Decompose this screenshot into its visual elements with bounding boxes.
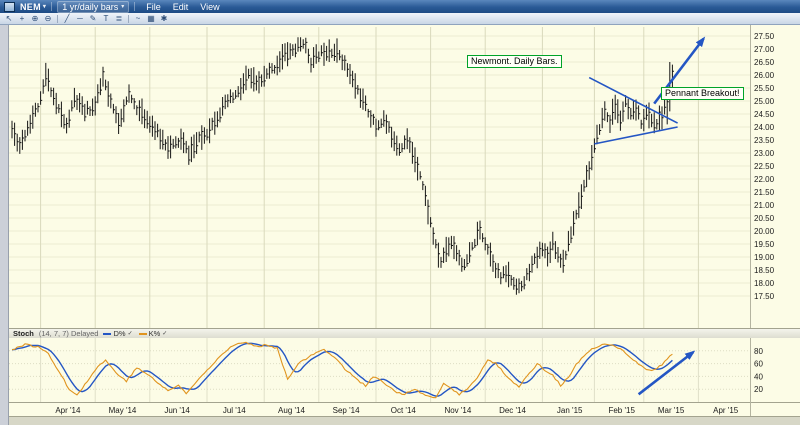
- ticker-label: NEM: [20, 1, 41, 12]
- stoch-title: Stoch: [13, 329, 34, 338]
- price-axis-label: 21.50: [754, 188, 775, 197]
- chart-svg: 27.50 27.00 26.50 26.00 25.50 25.00 24.50 24.00…: [9, 25, 800, 416]
- price-axis-label: 17.50: [754, 292, 775, 301]
- timeframe-label: 1 yr/daily bars: [62, 1, 119, 12]
- price-axis-label: 25.50: [754, 84, 775, 93]
- price-axis-label: 25.00: [754, 97, 775, 106]
- price-axis-label: 27.00: [754, 45, 775, 54]
- x-axis-label: Aug '14: [278, 406, 305, 415]
- price-axis-label: 24.00: [754, 123, 775, 132]
- price-axis-label: 27.50: [754, 32, 775, 41]
- stoch-d-line: [11, 342, 673, 397]
- stoch-up-arrow[interactable]: [637, 350, 696, 396]
- legend-Dpct[interactable]: D% ✓: [103, 329, 133, 338]
- price-axis-label: 21.00: [754, 201, 775, 210]
- price-axis-label: 18.50: [754, 266, 775, 275]
- text-tool-icon[interactable]: T: [103, 13, 109, 23]
- x-axis-label: Nov '14: [444, 406, 471, 415]
- pointer-tool-icon[interactable]: ↖: [5, 13, 13, 23]
- x-axis-label: Dec '14: [499, 406, 526, 415]
- bottom-scroll-strip[interactable]: [9, 416, 800, 425]
- price-bars: [11, 37, 674, 295]
- pencil-tool-icon[interactable]: ✎: [89, 13, 97, 23]
- menu-file[interactable]: File: [146, 1, 161, 12]
- fibonacci-tool-icon[interactable]: ≣: [115, 13, 123, 23]
- zoom-in-icon[interactable]: ⊕: [31, 13, 39, 23]
- x-axis-label: Jun '14: [164, 406, 190, 415]
- price-axis-label: 22.00: [754, 175, 775, 184]
- stoch-panel-header: Stoch (14, 7, 7) Delayed D% ✓ K% ✓: [9, 328, 800, 338]
- check-icon: ✓: [162, 331, 168, 337]
- stoch-k-line: [11, 341, 673, 399]
- check-icon: ✓: [127, 331, 133, 337]
- grid-toggle-icon[interactable]: ▦: [147, 13, 155, 23]
- price-axis-label: 18.00: [754, 279, 775, 288]
- legend-Kpct[interactable]: K% ✓: [138, 329, 168, 338]
- chevron-down-icon: ▾: [42, 3, 47, 10]
- price-axis-label: 23.50: [754, 136, 775, 145]
- titlebar-divider: [134, 2, 136, 11]
- legend-dash-icon: [103, 332, 112, 335]
- left-edge-strip: [0, 25, 9, 425]
- chart-canvas[interactable]: 27.50 27.00 26.50 26.00 25.50 25.00 24.50 24.00…: [9, 25, 800, 425]
- pennant-breakout-annotation[interactable]: Pennant Breakout!: [661, 87, 744, 100]
- zoom-out-icon[interactable]: ⊖: [44, 13, 52, 23]
- stoch-axis-label: 40: [754, 372, 763, 381]
- x-axis-label: Apr '14: [55, 406, 81, 415]
- chart-title-annotation[interactable]: Newmont. Daily Bars.: [467, 55, 562, 68]
- settings-tool-icon[interactable]: ✱: [160, 13, 168, 23]
- toolbar-separator: [57, 14, 58, 23]
- x-axis-label: Oct '14: [391, 406, 417, 415]
- trendline-tool-icon[interactable]: ╱: [64, 13, 70, 23]
- timeframe-selector[interactable]: 1 yr/daily bars ▾: [57, 0, 130, 13]
- price-axis-label: 26.00: [754, 71, 775, 80]
- x-axis-label: Apr '15: [713, 406, 739, 415]
- indicator-tool-icon[interactable]: ~: [135, 13, 141, 23]
- stoch-legend: D% ✓ K% ✓: [103, 329, 167, 338]
- price-axis-label: 20.50: [754, 214, 775, 223]
- price-axis-label: 19.50: [754, 240, 775, 249]
- price-axis-label: 19.00: [754, 253, 775, 262]
- stoch-axis-label: 20: [754, 385, 763, 394]
- x-axis-label: Sep '14: [333, 406, 360, 415]
- price-axis-label: 20.00: [754, 227, 775, 236]
- drawing-toolbar: ↖ + ⊕ ⊖ ╱ ─ ✎ T ≣ ~ ▦ ✱: [0, 13, 800, 25]
- price-axis-label: 23.00: [754, 149, 775, 158]
- x-axis-label: May '14: [109, 406, 137, 415]
- menu-view[interactable]: View: [200, 1, 220, 12]
- price-axis-label: 26.50: [754, 58, 775, 67]
- pennant-lower-line[interactable]: [594, 126, 678, 145]
- price-axis-label: 24.50: [754, 110, 775, 119]
- titlebar: NEM ▾ 1 yr/daily bars ▾ File Edit View: [0, 0, 800, 13]
- menu-bar: File Edit View: [140, 2, 225, 12]
- horizontal-line-tool-icon[interactable]: ─: [77, 13, 83, 23]
- x-axis-label: Mar '15: [658, 406, 685, 415]
- toolbar-separator: [128, 14, 129, 23]
- x-axis-label: Jul '14: [223, 406, 246, 415]
- titlebar-divider: [51, 2, 53, 11]
- menu-edit[interactable]: Edit: [172, 1, 189, 12]
- pennant-upper-line[interactable]: [588, 76, 678, 124]
- stoch-axis-label: 80: [754, 347, 763, 356]
- app-icon: [4, 1, 15, 12]
- stoch-params: (14, 7, 7) Delayed: [38, 329, 99, 338]
- chevron-down-icon: ▾: [121, 3, 125, 10]
- x-axis-label: Jan '15: [557, 406, 583, 415]
- legend-label: K%: [148, 329, 161, 338]
- x-axis-label: Feb '15: [608, 406, 635, 415]
- legend-dash-icon: [138, 332, 147, 335]
- crosshair-tool-icon[interactable]: +: [19, 13, 25, 23]
- symbol-selector[interactable]: NEM ▾: [20, 2, 46, 12]
- stoch-axis-label: 60: [754, 360, 763, 369]
- legend-label: D%: [113, 329, 126, 338]
- price-axis-label: 22.50: [754, 162, 775, 171]
